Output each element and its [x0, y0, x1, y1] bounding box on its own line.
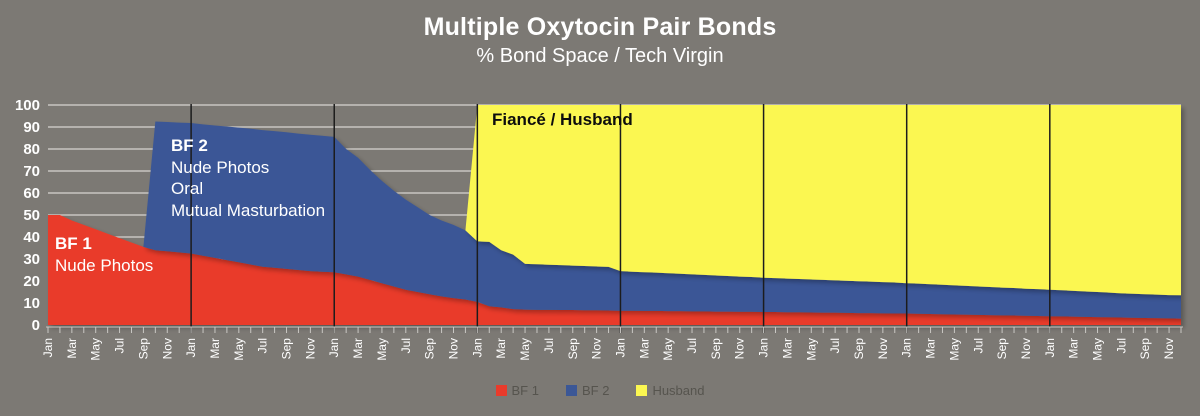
x-tick-label: May	[661, 338, 675, 361]
x-tick-label: Jul	[113, 338, 127, 353]
legend-swatch-bf1	[495, 385, 507, 396]
x-tick-label: Mar	[65, 338, 79, 359]
x-tick-label: Mar	[1067, 338, 1081, 359]
x-tick-label: Sep	[1138, 338, 1152, 360]
chart-title: Multiple Oxytocin Pair Bonds	[423, 13, 777, 41]
x-tick-label: Nov	[1162, 338, 1176, 359]
x-tick-label: Sep	[995, 338, 1009, 360]
y-tick-label: 20	[23, 273, 40, 290]
x-tick-label: Sep	[709, 338, 723, 360]
x-tick-label: May	[89, 338, 103, 361]
legend-item-bf1: BF 1	[495, 383, 539, 398]
x-tick-label: Jul	[1114, 338, 1128, 353]
annotation-bf1-title: BF 1	[55, 234, 92, 253]
x-tick-label: Jul	[828, 338, 842, 353]
x-tick-label: Sep	[136, 338, 150, 360]
x-tick-label: Mar	[780, 338, 794, 359]
legend-swatch-husband	[636, 385, 648, 396]
x-tick-label: Jul	[971, 338, 985, 353]
x-tick-label: Nov	[160, 338, 174, 359]
x-tick-label: Sep	[280, 338, 294, 360]
y-tick-label: 50	[23, 207, 40, 224]
x-tick-label: Nov	[876, 338, 890, 359]
x-tick-label: May	[947, 338, 961, 361]
event-lines	[190, 104, 1051, 333]
x-tick-label: Jan	[613, 338, 627, 357]
x-tick-label: Jan	[757, 338, 771, 357]
legend: BF 1 BF 2 Husband	[0, 383, 1200, 398]
x-tick-label: Jan	[470, 338, 484, 357]
annotation-bf2-line: Oral	[171, 179, 204, 198]
x-tick-labels: Jan Mar May Jul Sep Nov Jan Mar May Jul Sep Nov Jan M…	[41, 338, 1176, 361]
x-axis	[46, 326, 1183, 333]
x-tick-label: Nov	[1019, 338, 1033, 359]
x-tick-label: Nov	[446, 338, 460, 359]
legend-label-bf2: BF 2	[581, 383, 610, 398]
annotation-bf2-title: BF 2	[171, 136, 208, 155]
y-tick-label: 60	[23, 185, 40, 202]
annotation-bf2: BF 2 Nude Photos Oral Mutual Masturbatio…	[171, 135, 325, 221]
x-tick-label: Jan	[184, 338, 198, 357]
x-tick-label: Jul	[685, 338, 699, 353]
x-tick-label: Sep	[423, 338, 437, 360]
x-tick-label: Mar	[637, 338, 651, 359]
legend-item-bf2: BF 2	[565, 383, 610, 398]
y-tick-label: 30	[23, 251, 40, 268]
area-series	[48, 105, 1181, 325]
x-tick-label: Mar	[208, 338, 222, 359]
y-tick-label: 40	[23, 229, 40, 246]
chart-subtitle: % Bond Space / Tech Virgin	[476, 45, 724, 67]
x-tick-label: Mar	[494, 338, 508, 359]
x-tick-label: Jan	[327, 338, 341, 357]
x-tick-label: Nov	[733, 338, 747, 359]
y-tick-labels: 0 10 20 30 40 50 60 70 80 90 100	[15, 97, 40, 334]
legend-swatch-bf2	[565, 385, 577, 396]
title-block: Multiple Oxytocin Pair Bonds % Bond Spac…	[0, 13, 1200, 68]
x-tick-label: Sep	[566, 338, 580, 360]
x-tick-label: May	[232, 338, 246, 361]
x-tick-label: Sep	[852, 338, 866, 360]
x-tick-label: Mar	[351, 338, 365, 359]
x-tick-label: Mar	[924, 338, 938, 359]
y-tick-label: 90	[23, 119, 40, 136]
x-tick-label: Nov	[590, 338, 604, 359]
x-tick-label: Jul	[256, 338, 270, 353]
x-tick-label: Jan	[900, 338, 914, 357]
area-bf1	[48, 215, 1181, 325]
x-tick-label: May	[1091, 338, 1105, 361]
annotation-bf1: BF 1 Nude Photos	[55, 233, 153, 277]
x-tick-label: Jan	[41, 338, 55, 357]
x-tick-label: May	[518, 338, 532, 361]
y-tick-label: 10	[23, 295, 40, 312]
x-tick-label: Jan	[1043, 338, 1057, 357]
y-tick-label: 0	[32, 317, 40, 334]
y-tick-label: 70	[23, 163, 40, 180]
area-bf2	[48, 121, 1181, 319]
annotation-bf2-line: Nude Photos	[171, 157, 270, 177]
x-tick-label: May	[375, 338, 389, 361]
annotation-bf1-line: Nude Photos	[55, 256, 154, 275]
x-tick-label: Jul	[542, 338, 556, 353]
legend-label-husband: Husband	[652, 383, 705, 398]
x-tick-label: May	[804, 338, 818, 361]
y-tick-label: 100	[15, 97, 40, 114]
annotation-husband: Fiancé / Husband	[492, 110, 633, 129]
x-tick-label: Nov	[303, 338, 317, 359]
y-tick-label: 80	[23, 141, 40, 158]
legend-item-husband: Husband	[636, 383, 704, 398]
x-tick-label: Jul	[399, 338, 413, 353]
area-husband	[48, 105, 1181, 296]
annotation-bf2-line: Mutual Masturbation	[171, 200, 326, 220]
legend-label-bf1: BF 1	[511, 383, 539, 398]
